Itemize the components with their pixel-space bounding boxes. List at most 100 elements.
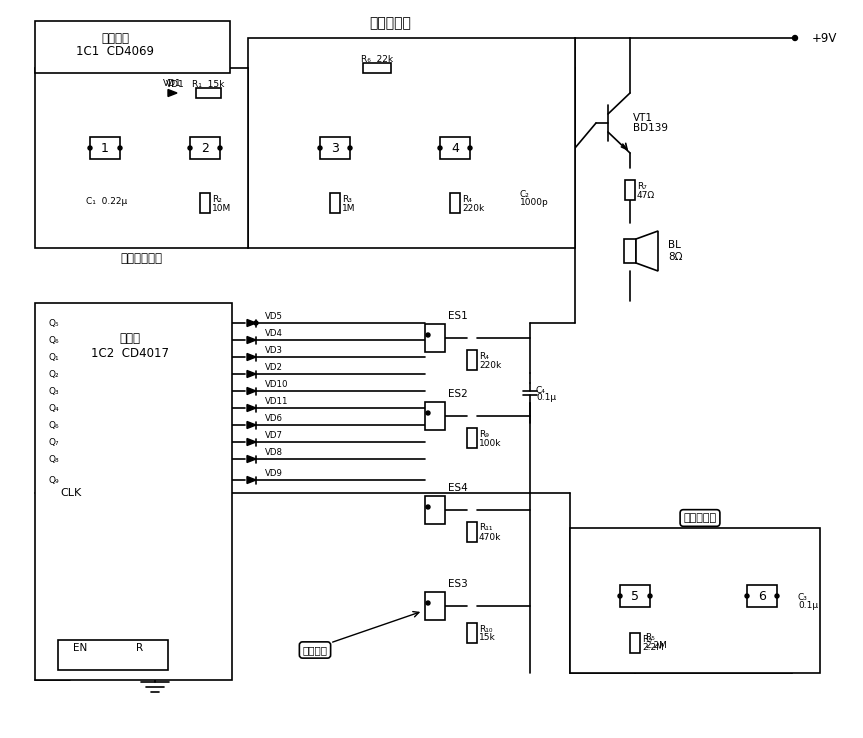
Circle shape xyxy=(348,146,352,150)
Bar xyxy=(624,239,636,263)
Text: 六反相器: 六反相器 xyxy=(101,32,129,44)
Bar xyxy=(35,21,230,73)
Text: 220k: 220k xyxy=(479,360,501,370)
Text: BL
8Ω: BL 8Ω xyxy=(668,240,683,262)
Text: R₁₀: R₁₀ xyxy=(479,624,493,633)
Circle shape xyxy=(118,146,122,150)
Bar xyxy=(35,68,248,248)
Text: Q₃: Q₃ xyxy=(48,387,59,396)
Polygon shape xyxy=(247,438,256,446)
Circle shape xyxy=(254,321,258,325)
Text: VD9: VD9 xyxy=(265,469,283,477)
Text: 开关电路: 开关电路 xyxy=(303,645,327,655)
Bar xyxy=(200,193,210,213)
Circle shape xyxy=(426,601,430,605)
Polygon shape xyxy=(168,89,177,97)
Text: 6: 6 xyxy=(758,590,766,602)
Bar xyxy=(467,522,477,542)
Text: R₂: R₂ xyxy=(212,195,222,204)
Text: CLK: CLK xyxy=(60,488,81,498)
Bar xyxy=(58,640,168,670)
Circle shape xyxy=(426,411,430,415)
Bar xyxy=(450,193,460,213)
Bar xyxy=(90,137,120,159)
Text: Q₄: Q₄ xyxy=(48,404,59,413)
Text: 0.1μ: 0.1μ xyxy=(798,601,818,610)
Bar xyxy=(320,137,350,159)
Bar xyxy=(425,496,445,524)
Text: 计数器: 计数器 xyxy=(119,331,141,345)
Text: Q₅: Q₅ xyxy=(48,319,59,328)
Circle shape xyxy=(618,594,622,598)
Circle shape xyxy=(218,146,222,150)
Text: 470k: 470k xyxy=(479,533,501,542)
Text: VD6: VD6 xyxy=(265,413,283,422)
Bar xyxy=(630,633,640,653)
Text: Q₈: Q₈ xyxy=(48,455,59,463)
Text: R₁  15k: R₁ 15k xyxy=(192,80,224,89)
Bar xyxy=(440,137,470,159)
Bar xyxy=(625,180,635,200)
Text: VD5: VD5 xyxy=(265,311,283,320)
Text: VT1: VT1 xyxy=(633,113,653,123)
Text: BD139: BD139 xyxy=(633,123,668,133)
Text: Q₁: Q₁ xyxy=(48,353,59,362)
Bar xyxy=(467,623,477,643)
Text: 5: 5 xyxy=(631,590,639,602)
Text: C₁  0.22μ: C₁ 0.22μ xyxy=(86,196,127,205)
Polygon shape xyxy=(247,477,256,483)
Text: 10M: 10M xyxy=(212,204,231,213)
Text: R₅: R₅ xyxy=(645,633,655,643)
Bar xyxy=(425,324,445,352)
Text: VD10: VD10 xyxy=(265,379,288,388)
Text: Q₆: Q₆ xyxy=(48,421,59,430)
Polygon shape xyxy=(247,404,256,412)
Text: ES1: ES1 xyxy=(448,311,468,321)
Text: 1: 1 xyxy=(101,142,109,154)
Polygon shape xyxy=(247,320,256,326)
Text: 低频振荡器: 低频振荡器 xyxy=(683,513,716,523)
Circle shape xyxy=(438,146,442,150)
Text: 2: 2 xyxy=(201,142,209,154)
Text: 15k: 15k xyxy=(479,633,495,643)
Text: R₄: R₄ xyxy=(462,195,472,204)
Text: 音频振荡器: 音频振荡器 xyxy=(369,16,411,30)
Circle shape xyxy=(88,146,92,150)
Polygon shape xyxy=(636,231,658,271)
Text: Q₂: Q₂ xyxy=(48,370,59,379)
Circle shape xyxy=(318,146,322,150)
Polygon shape xyxy=(247,421,256,429)
Text: 0.1μ: 0.1μ xyxy=(536,393,556,401)
Text: R₁₁: R₁₁ xyxy=(479,523,493,533)
Text: R₅: R₅ xyxy=(642,635,652,644)
Text: VD8: VD8 xyxy=(265,447,283,457)
Circle shape xyxy=(468,146,472,150)
Text: C₂: C₂ xyxy=(520,190,530,199)
Text: ES4: ES4 xyxy=(448,483,468,493)
Text: 2.2M: 2.2M xyxy=(642,644,664,652)
Polygon shape xyxy=(247,337,256,343)
Text: 2.2M: 2.2M xyxy=(645,641,667,650)
Text: VD1: VD1 xyxy=(166,80,185,89)
Bar xyxy=(747,585,777,607)
Text: 1M: 1M xyxy=(342,204,356,213)
Text: C₃: C₃ xyxy=(798,593,808,602)
Circle shape xyxy=(792,35,797,41)
Text: 1C1  CD4069: 1C1 CD4069 xyxy=(76,44,154,58)
Text: 3: 3 xyxy=(331,142,339,154)
Text: Q₆: Q₆ xyxy=(48,336,59,345)
Polygon shape xyxy=(247,370,256,378)
Text: R₉: R₉ xyxy=(479,430,488,438)
Circle shape xyxy=(426,333,430,337)
Text: 100k: 100k xyxy=(479,438,501,447)
Text: R₄: R₄ xyxy=(479,351,488,360)
Text: VD7: VD7 xyxy=(265,430,283,440)
Text: VD3: VD3 xyxy=(265,345,283,354)
Bar xyxy=(425,402,445,430)
Bar xyxy=(196,88,221,98)
Text: C₄: C₄ xyxy=(536,385,546,395)
Bar xyxy=(467,350,477,370)
Circle shape xyxy=(188,146,192,150)
Circle shape xyxy=(745,594,749,598)
Text: VD4: VD4 xyxy=(265,328,283,337)
